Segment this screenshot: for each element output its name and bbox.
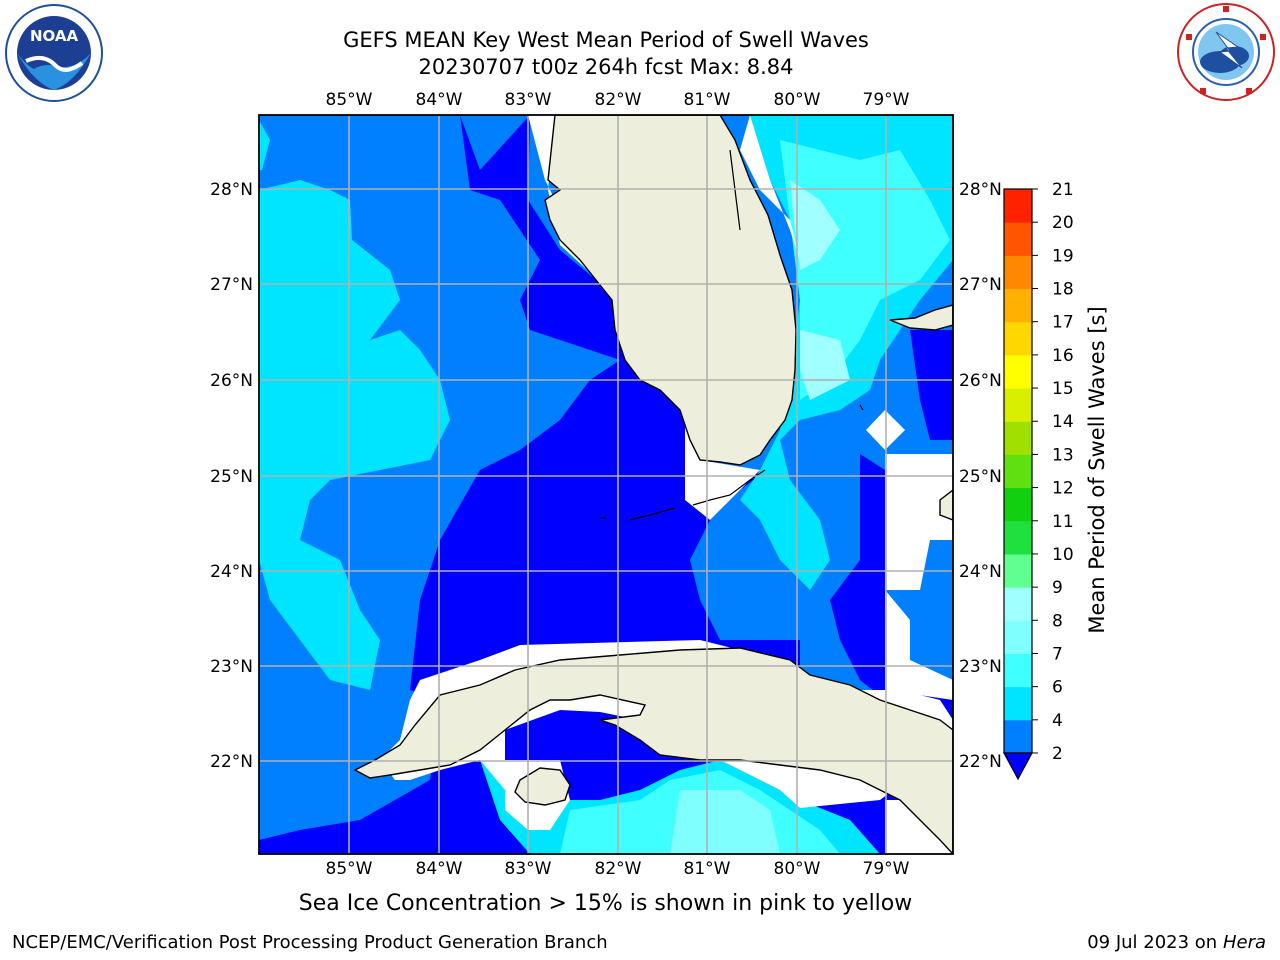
colorbar: 2 4 6 7 8 9 10 11 12 13 14 15 16 17 18 19 20 21: [1002, 180, 1074, 781]
colorbar-tick-label: 17: [1052, 313, 1074, 333]
colorbar-tick-label: 18: [1052, 280, 1074, 300]
lon-label-bottom: 80°W: [774, 859, 821, 879]
lat-label-right: 22°N: [959, 752, 1002, 772]
florida-land: [544, 115, 797, 466]
swell-region-7-8s: [800, 330, 850, 400]
colorbar-tick-label: 6: [1052, 678, 1063, 698]
lat-label-left: 25°N: [210, 467, 253, 487]
colorbar-segment: [1004, 719, 1032, 754]
colorbar-segment: [1004, 321, 1032, 356]
colorbar-segment: [1004, 587, 1032, 621]
lon-label-top: 83°W: [505, 90, 552, 110]
swell-region-under-2s: [580, 710, 680, 800]
graticule: [259, 115, 953, 854]
colorbar-segment: [1004, 686, 1032, 721]
colorbar-segment: [1004, 520, 1032, 555]
lon-label-bottom: 84°W: [416, 859, 463, 879]
colorbar-segment: [1004, 388, 1032, 422]
lat-label-right: 25°N: [959, 467, 1002, 487]
lon-label-top: 82°W: [595, 90, 642, 110]
bahamas-land: [889, 304, 953, 331]
footer-credit: NCEP/EMC/Verification Post Processing Pr…: [12, 932, 608, 953]
noaa-label: NOAA: [30, 27, 79, 45]
lat-label-left: 26°N: [210, 371, 253, 391]
colorbar-segment: [1004, 653, 1032, 688]
lat-label-right: 26°N: [959, 371, 1002, 391]
swell-region-under-2s: [910, 330, 953, 440]
colorbar-segment: [1004, 189, 1032, 223]
colorbar-tick-label: 13: [1052, 445, 1074, 465]
footer-date-text: 09 Jul 2023 on: [1087, 932, 1218, 953]
colorbar-segment: [1004, 487, 1032, 522]
swell-region-4-6s: [259, 180, 450, 690]
lon-label-top: 79°W: [863, 90, 910, 110]
bahamas-land: [939, 489, 953, 521]
colorbar-tick-label: 2: [1052, 744, 1063, 764]
cuba-land: [353, 647, 953, 854]
lat-label-left: 27°N: [210, 275, 253, 295]
colorbar-tick-label: 8: [1052, 611, 1063, 631]
lat-label-right: 27°N: [959, 275, 1002, 295]
lon-label-bottom: 81°W: [684, 859, 731, 879]
colorbar-segment: [1004, 454, 1032, 489]
swell-region-7-8s: [670, 790, 780, 854]
colorbar-tick-label: 4: [1052, 711, 1063, 731]
colorbar-under-extension: [1002, 752, 1034, 781]
colorbar-segment: [1004, 288, 1032, 323]
map-area: [259, 115, 953, 854]
lat-label-left: 23°N: [210, 657, 253, 677]
colorbar-tick-label: 20: [1052, 213, 1074, 233]
colorbar-segment: [1004, 354, 1032, 389]
lat-label-left: 22°N: [210, 752, 253, 772]
map-frame: [258, 114, 954, 855]
colorbar-tick-label: 7: [1052, 644, 1063, 664]
colorbar-segment: [1004, 255, 1032, 290]
nws-logo: [1177, 3, 1275, 101]
swell-region-4-6s: [259, 120, 270, 170]
land-masses: [353, 115, 953, 854]
swell-region-under-2s: [830, 454, 885, 700]
lon-label-bottom: 82°W: [595, 859, 642, 879]
colorbar-tick-label: 9: [1052, 578, 1063, 598]
lat-label-right: 24°N: [959, 562, 1002, 582]
footer-date: 09 Jul 2023 on Hera: [1087, 932, 1266, 953]
lat-label-right: 28°N: [959, 180, 1002, 200]
lat-label-right: 23°N: [959, 657, 1002, 677]
lon-label-bottom: 85°W: [326, 859, 373, 879]
colorbar-tick-label: 19: [1052, 246, 1074, 266]
colorbar-tick-label: 16: [1052, 346, 1074, 366]
colorbar-tick-label: 15: [1052, 379, 1074, 399]
chart-title: GEFS MEAN Key West Mean Period of Swell …: [343, 28, 869, 52]
colorbar-label: Mean Period of Swell Waves [s]: [1085, 306, 1109, 634]
sea-ice-note: Sea Ice Concentration > 15% is shown in …: [298, 891, 913, 916]
lon-label-top: 80°W: [774, 90, 821, 110]
noaa-logo: NOAA: [5, 4, 103, 102]
colorbar-segment: [1004, 222, 1032, 256]
colorbar-tick-label: 14: [1052, 412, 1074, 432]
lon-label-top: 81°W: [684, 90, 731, 110]
chart-subtitle: 20230707 t00z 264h fcst Max: 8.84: [418, 55, 794, 79]
lat-label-left: 24°N: [210, 562, 253, 582]
colorbar-segment: [1004, 421, 1032, 455]
lon-label-bottom: 79°W: [863, 859, 910, 879]
colorbar-tick-label: 12: [1052, 479, 1074, 499]
lon-label-top: 84°W: [416, 90, 463, 110]
lon-label-top: 85°W: [326, 90, 373, 110]
colorbar-segment: [1004, 553, 1032, 588]
colorbar-tick-label: 10: [1052, 545, 1074, 565]
lon-label-bottom: 83°W: [505, 859, 552, 879]
colorbar-tick-label: 21: [1052, 180, 1074, 200]
colorbar-segment: [1004, 620, 1032, 654]
footer-host: Hera: [1222, 932, 1266, 953]
lat-label-left: 28°N: [210, 180, 253, 200]
swell-region-7-8s: [790, 180, 840, 270]
colorbar-frame: [1003, 188, 1033, 754]
colorbar-tick-label: 11: [1052, 512, 1074, 532]
